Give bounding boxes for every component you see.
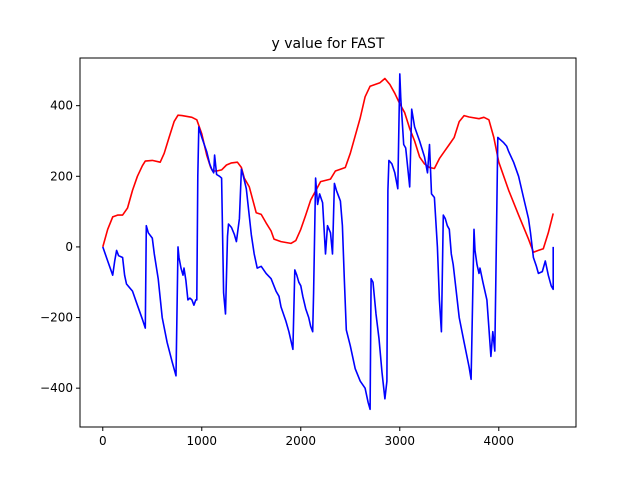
- axes-frame: [79, 57, 577, 428]
- series-line-blue: [102, 73, 555, 411]
- series-group: [102, 73, 555, 411]
- y-tick-label: 400: [50, 99, 73, 113]
- y-tick-label: 0: [65, 240, 73, 254]
- x-tick-label: 0: [99, 434, 107, 448]
- y-axis: −400 −200 0 200 400: [40, 99, 80, 395]
- chart-title: y value for FAST: [272, 36, 385, 52]
- x-tick-label: 2000: [286, 434, 317, 448]
- x-tick-label: 3000: [385, 434, 416, 448]
- y-tick-label: −400: [40, 381, 73, 395]
- x-tick-label: 4000: [484, 434, 515, 448]
- x-axis: 0 1000 2000 3000 4000: [99, 427, 514, 448]
- plot-area: [79, 57, 577, 428]
- series-line-red: [102, 77, 554, 253]
- x-tick-label: 1000: [186, 434, 217, 448]
- y-tick-label: 200: [50, 169, 73, 183]
- y-tick-label: −200: [40, 311, 73, 325]
